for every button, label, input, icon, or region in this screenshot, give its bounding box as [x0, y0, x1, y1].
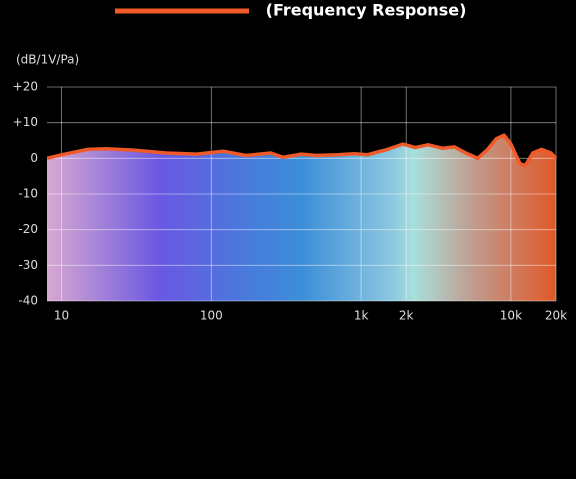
x-tick-label: 100 [200, 309, 223, 323]
x-tick-label: 20k [545, 309, 567, 323]
y-tick-label: -20 [18, 222, 38, 236]
y-tick-label: -40 [18, 294, 38, 308]
area [47, 135, 556, 301]
y-tick-label: -10 [18, 187, 38, 201]
y-tick-label: +10 [13, 115, 38, 129]
x-tick-label: 10k [500, 309, 522, 323]
x-tick-label: 1k [354, 309, 369, 323]
y-axis-label: (dB/1V/Pa) [16, 53, 79, 67]
x-tick-label: 10 [54, 309, 69, 323]
y-tick-label: +20 [13, 80, 38, 94]
y-tick-label: -30 [18, 258, 38, 272]
x-tick-label: 2k [399, 309, 414, 323]
line [46, 133, 558, 168]
legend-label: (Frequency Response) [266, 1, 467, 20]
y-tick-label: 0 [30, 151, 38, 165]
